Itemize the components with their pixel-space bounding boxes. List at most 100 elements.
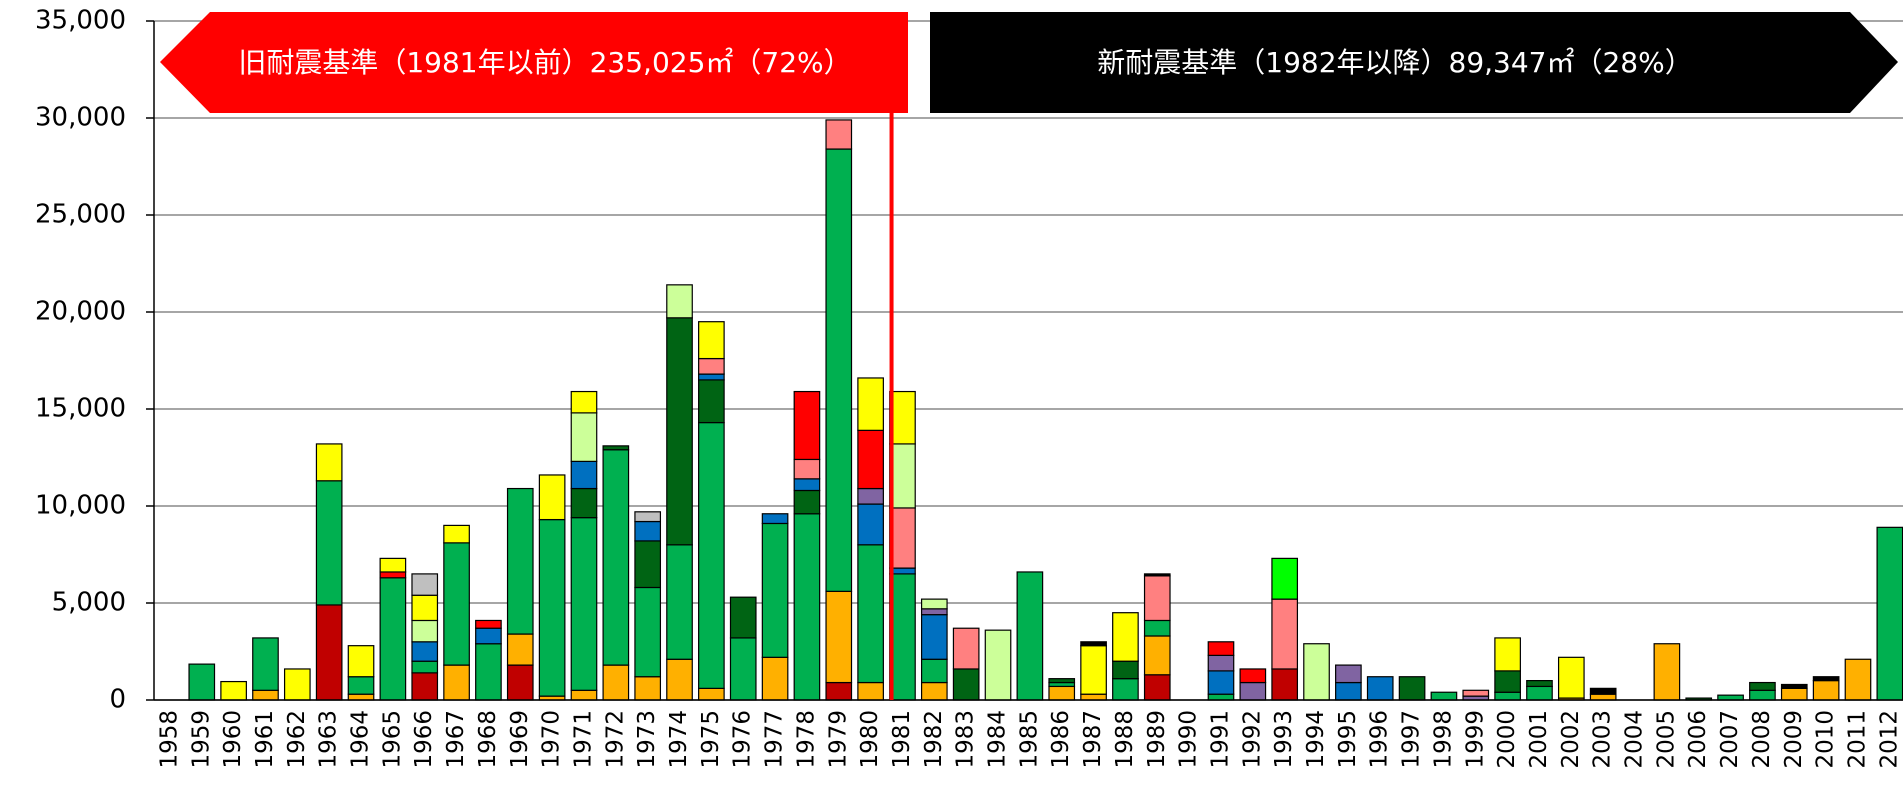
- bar-segment: [570, 412, 598, 462]
- y-tick-label: 35,000: [35, 6, 126, 36]
- bar-segment: [1494, 691, 1521, 701]
- bar-segment: [1112, 612, 1139, 662]
- bar-segment: [857, 487, 884, 505]
- bar-segment: [634, 676, 662, 701]
- x-tick-label: 1980: [857, 710, 883, 769]
- bar-segment: [506, 664, 534, 701]
- bar-segment: [1589, 687, 1617, 695]
- bar-segment: [920, 614, 948, 660]
- bar-segment: [952, 627, 980, 670]
- bar-segment: [1207, 693, 1235, 701]
- bar-segment: [729, 596, 757, 639]
- x-tick-label: 1979: [825, 710, 851, 769]
- bar-segment: [1271, 557, 1299, 600]
- bar-segment: [698, 687, 725, 701]
- bar-segment: [1080, 693, 1107, 701]
- bar-segment: [1207, 670, 1235, 695]
- x-tick-label: 2007: [1717, 710, 1743, 769]
- x-tick-label: 2006: [1685, 710, 1711, 769]
- y-tick-label: 15,000: [35, 394, 126, 424]
- x-tick-label: 1978: [793, 710, 819, 769]
- bar-segment: [347, 676, 375, 695]
- bar-segment: [538, 518, 566, 697]
- bar-segment: [984, 629, 1012, 701]
- bar-segment: [1812, 679, 1840, 701]
- bar-segment: [411, 660, 439, 674]
- bar-segment: [1366, 676, 1394, 701]
- bar-segment: [1780, 687, 1808, 701]
- bar-segment: [1080, 641, 1107, 647]
- y-tick-label: 5,000: [52, 588, 126, 618]
- bar-segment: [1143, 573, 1171, 577]
- bar-segment: [889, 390, 916, 445]
- x-tick-label: 1985: [1016, 710, 1042, 769]
- bar-segment: [570, 689, 598, 701]
- bar-segment: [634, 520, 662, 542]
- bar-segment: [570, 390, 598, 414]
- x-tick-label: 1984: [985, 710, 1011, 769]
- x-tick-label: 2001: [1526, 710, 1552, 769]
- bar-segment: [1876, 526, 1903, 701]
- bar-segment: [698, 357, 725, 375]
- x-tick-label: 1987: [1080, 710, 1106, 769]
- bar-segment: [188, 663, 216, 701]
- x-tick-label: 2009: [1781, 710, 1807, 769]
- y-tick-label: 30,000: [35, 103, 126, 133]
- bar-segment: [220, 680, 247, 701]
- bar-segment: [315, 480, 343, 606]
- x-tick-label: 2012: [1876, 710, 1902, 769]
- bar-segment: [666, 284, 693, 319]
- x-tick-label: 1958: [156, 710, 182, 769]
- bar-segment: [443, 524, 470, 544]
- x-tick-label: 1965: [379, 710, 405, 769]
- annotation: 新耐震基準（1982年以降）89,347㎡（28%）: [1097, 46, 1692, 79]
- bar-segment: [1526, 679, 1553, 688]
- bar-segment: [379, 577, 407, 701]
- x-tick-label: 1967: [443, 710, 469, 769]
- bar-segment: [283, 668, 311, 701]
- bar-segment: [634, 511, 662, 523]
- bar-segment: [889, 507, 916, 569]
- x-tick-label: 1970: [539, 710, 565, 769]
- x-tick-label: 2002: [1558, 710, 1584, 769]
- bar-segment: [1749, 689, 1776, 701]
- x-tick-label: 1968: [475, 710, 501, 769]
- bar-segment: [1016, 571, 1044, 701]
- bar-segment: [1080, 645, 1107, 695]
- x-tick-label: 1964: [348, 710, 374, 769]
- bar-segment: [698, 379, 725, 424]
- bar-segment: [602, 664, 630, 701]
- new-standard-banner: [930, 12, 1898, 113]
- bar-segment: [825, 590, 853, 684]
- bar-segment: [698, 421, 725, 689]
- bar-segment: [1271, 668, 1299, 701]
- bar-segment: [315, 604, 343, 701]
- bar-segment: [889, 573, 916, 701]
- x-tick-label: 2011: [1844, 710, 1870, 769]
- x-tick-label: 1988: [1112, 710, 1138, 769]
- bar-segment: [698, 321, 725, 360]
- bar-segment: [666, 544, 693, 660]
- x-tick-label: 2003: [1590, 710, 1616, 769]
- x-tick-label: 1998: [1430, 710, 1456, 769]
- bar-segment: [475, 643, 502, 701]
- x-tick-label: 1966: [411, 710, 437, 769]
- bar-segment: [443, 542, 470, 666]
- bar-segment: [411, 672, 439, 701]
- bar-segment: [1430, 691, 1458, 701]
- bar-segment: [1239, 668, 1267, 684]
- bar-segment: [889, 443, 916, 509]
- x-tick-label: 1993: [1271, 710, 1297, 769]
- bar-segment: [506, 487, 534, 635]
- bar-segment: [1207, 641, 1235, 656]
- bar-segment: [1557, 656, 1585, 699]
- x-tick-label: 2005: [1653, 710, 1679, 769]
- x-tick-label: 1982: [921, 710, 947, 769]
- x-tick-label: 1969: [507, 710, 533, 769]
- bar-segment: [920, 608, 948, 616]
- bar-segment: [793, 513, 821, 701]
- bar-segment: [475, 619, 502, 629]
- bar-segment: [825, 681, 853, 701]
- bar-segment: [1048, 685, 1076, 701]
